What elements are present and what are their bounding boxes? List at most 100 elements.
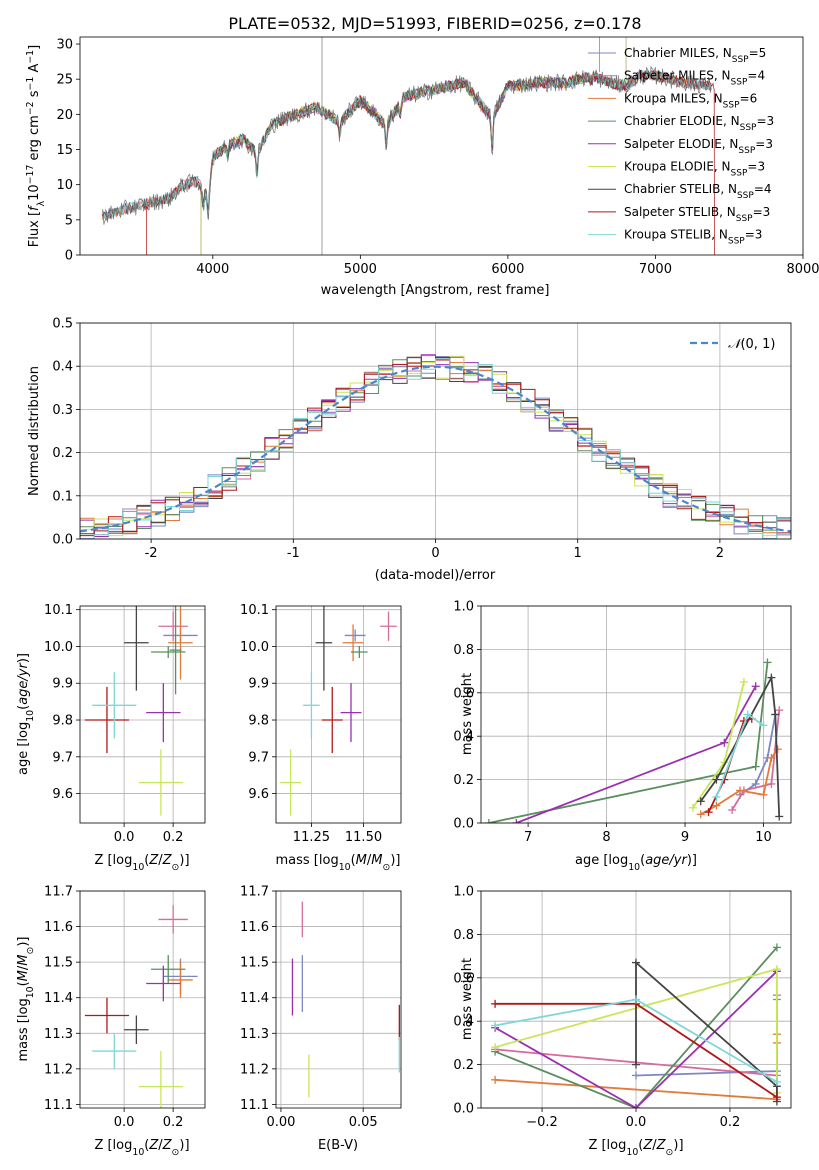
errorbar-chabrier-stelib — [315, 606, 333, 691]
legend-text: =3 — [745, 228, 763, 242]
label-part: age [log — [16, 722, 31, 775]
y-tick-label: 0.4 — [52, 360, 73, 375]
label-part: ⊙ — [383, 862, 391, 873]
x-tick-label: 9 — [681, 830, 689, 845]
legend-label-chabrier-elodie: Chabrier ELODIE, NSSP=3 — [624, 114, 774, 133]
legend-label-salpeter-stelib: Salpeter STELIB, NSSP=3 — [624, 205, 770, 224]
errorbar-kroupa-elodie — [138, 749, 183, 816]
errorbar-kroupa-miles — [342, 624, 364, 662]
legend-text: =6 — [740, 91, 758, 105]
x-tick-label: 8000 — [786, 262, 819, 277]
label-part: ( — [16, 705, 31, 710]
label-part: Flux [ — [27, 211, 42, 247]
spectrum-line-kroupa-stelib — [102, 70, 712, 221]
series-line — [731, 710, 781, 811]
y-tick-label: 10.1 — [44, 603, 73, 618]
label-part: )] — [179, 1138, 189, 1153]
mass-vs-ebv-panel: 0.00 0.05 11.1 11.2 11.3 11.4 11.5 11.6 11.7 E(B-… — [240, 885, 402, 1153]
errorbar-salpeter-elodie — [146, 683, 181, 743]
x-tick-label: 0.0 — [114, 830, 135, 845]
label-part: ( — [144, 1138, 149, 1153]
legend-sub: SSP — [740, 123, 757, 133]
legend-sub: SSP — [723, 100, 740, 110]
spectrum-line-data — [101, 65, 712, 225]
label-part: s — [27, 90, 42, 101]
y-tick-label: 9.9 — [52, 677, 73, 692]
y-tick-label: 9.9 — [248, 677, 269, 692]
axes-frame — [79, 890, 206, 1109]
axes-frame — [79, 605, 206, 824]
y-tick-label: 1.0 — [453, 600, 474, 615]
label-part: mass weight — [460, 958, 475, 1040]
label-part: mass weight — [460, 673, 475, 755]
legend-text: Kroupa ELODIE, N — [624, 160, 731, 174]
y-tick-label: 11.3 — [44, 1027, 73, 1042]
label-part: M — [16, 955, 31, 966]
x-tick-label: 0.00 — [266, 1115, 295, 1130]
y-tick-label: 0.4 — [453, 1015, 474, 1030]
label-part: 10 — [132, 862, 144, 873]
legend-sub: SSP — [728, 237, 745, 247]
series-kroupa-stelib — [712, 710, 768, 801]
y-tick-label: 5 — [65, 213, 73, 228]
legend-sub: SSP — [732, 55, 749, 65]
label-part: 10 — [339, 862, 351, 873]
spectrum-line-kroupa-elodie — [200, 37, 627, 255]
label-part: M — [16, 970, 31, 981]
label-part: −1 — [25, 50, 36, 64]
x-tick-label: 7 — [524, 830, 532, 845]
legend-text: Salpeter MILES, N — [624, 69, 731, 83]
y-tick-label: 9.7 — [52, 750, 73, 765]
x-tick-label: 7000 — [639, 262, 672, 277]
age-vs-metallicity-panel: 0.0 0.29.69.79.89.910.010.1Z [log10(Z/Z⊙)… — [16, 603, 206, 873]
y-tick-label: 0.8 — [453, 928, 474, 943]
label-part: Z [log — [588, 1138, 626, 1153]
errorbar-salpeter-elodie — [340, 683, 362, 743]
y-tick-label: 0.4 — [453, 730, 474, 745]
y-tick-label: 9.8 — [248, 714, 269, 729]
y-tick-label: 9.8 — [52, 714, 73, 729]
label-part: mass [log — [276, 853, 339, 868]
label-part: / — [158, 1138, 163, 1153]
axes-frame — [275, 890, 402, 1109]
y-tick-label: 11.4 — [44, 991, 73, 1006]
x-axis-label: Z [log10(Z/Z⊙)] — [588, 1138, 683, 1158]
errorbar-kroupa-stelib — [92, 672, 137, 739]
x-tick-label: 0.2 — [720, 1115, 741, 1130]
label-part: / — [652, 1138, 657, 1153]
plot-area — [101, 37, 715, 255]
y-tick-label: 25 — [56, 73, 73, 88]
legend-label-kroupa-miles: Kroupa MILES, NSSP=6 — [624, 91, 757, 110]
label-part: Z — [162, 1138, 173, 1153]
label-part: age/yr — [645, 853, 688, 868]
label-part: ( — [351, 853, 356, 868]
errorbar-kroupa-elodie — [280, 749, 301, 816]
plot-area — [291, 901, 401, 1098]
legend-text: Salpeter ELODIE, N — [624, 137, 738, 151]
spectrum-line-salpeter-elodie — [200, 37, 627, 255]
y-tick-label: 20 — [56, 108, 73, 123]
x-tick-label: −0.2 — [526, 1115, 558, 1130]
y-tick-label: 11.7 — [44, 885, 73, 900]
mass-vs-metallicity-panel: 0.0 0.2 11.1 11.2 11.3 11.4 11.5 11.6 11.7 Z [log… — [16, 885, 206, 1158]
histogram-kroupa-stelib — [80, 358, 791, 539]
x-tick-label: 6000 — [491, 262, 524, 277]
series-salpeter-elodie — [512, 682, 760, 823]
legend-text: Kroupa MILES, N — [624, 91, 723, 105]
errorbar-salpeter-stelib — [84, 997, 130, 1034]
errorbar-kroupa-miles — [168, 606, 193, 680]
plot-area — [84, 905, 198, 1108]
x-axis-label: Z [log10(Z/Z⊙)] — [94, 1138, 189, 1158]
errorbar-chabrier-miles — [344, 629, 366, 642]
label-part: age/yr — [16, 661, 31, 704]
errorbar-kroupa-stelib — [303, 672, 320, 739]
series-line — [494, 946, 778, 1108]
y-tick-label: 0.1 — [52, 489, 73, 504]
legend-text: Chabrier STELIB, N — [624, 182, 737, 196]
y-tick-label: 1.0 — [453, 885, 474, 900]
legend-sub: SSP — [738, 146, 755, 156]
label-part: −17 — [25, 165, 36, 185]
y-tick-label: 0.0 — [453, 817, 474, 832]
y-tick-label: 11.4 — [240, 991, 269, 1006]
label-part: ⊙ — [172, 862, 180, 873]
